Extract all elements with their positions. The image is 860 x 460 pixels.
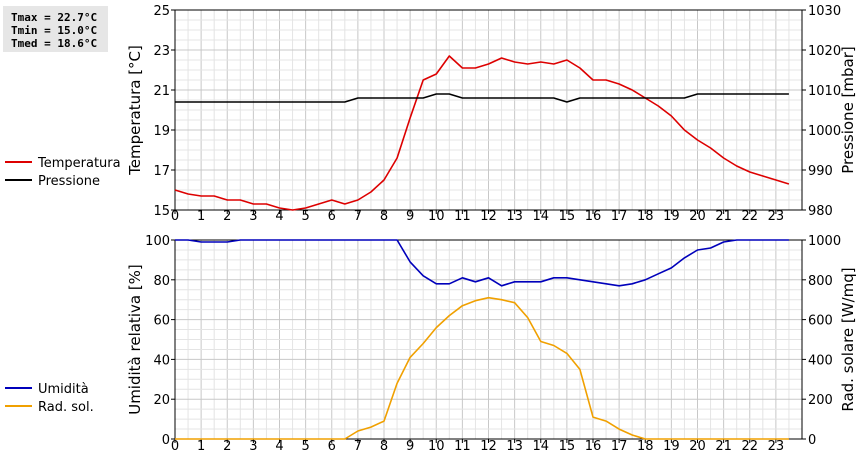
x-tick-label: 4 [275,439,283,454]
x-tick-label: 17 [611,209,628,224]
x-tick-label: 19 [663,439,680,454]
y-tick-label-left: 40 [153,353,170,368]
series-line-umidit [175,239,789,287]
x-tick-label: 16 [585,209,602,224]
y-tick-label-right: 990 [808,164,833,179]
x-tick-label: 19 [663,209,680,224]
y-tick-label-right: 1010 [808,84,841,99]
series-line-pressione [175,93,789,103]
x-tick-label: 7 [354,439,362,454]
x-tick-label: 16 [585,439,602,454]
y-tick-label-left: 19 [153,124,170,139]
tmed-label: Tmed = 18.6°C [11,37,98,50]
x-tick-label: 6 [328,439,336,454]
x-tick-label: 10 [428,439,445,454]
x-tick-label: 7 [354,209,362,224]
x-tick-label: 10 [428,209,445,224]
y-tick-label-right: 1020 [808,44,841,59]
x-tick-label: 20 [689,439,706,454]
x-tick-label: 5 [301,209,309,224]
x-tick-label: 8 [380,209,388,224]
x-tick-label: 1 [197,209,205,224]
y-axis-label-left: Temperatura [°C] [126,45,144,176]
x-tick-label: 1 [197,439,205,454]
y-tick-label-left: 100 [145,234,170,249]
y-tick-label-left: 21 [153,84,170,99]
legend-label-rad-sol: Rad. sol. [38,400,94,415]
legend-label-umidit: Umidità [38,382,89,397]
x-tick-label: 14 [532,439,549,454]
x-tick-label: 22 [741,439,758,454]
series-line-rad-sol [175,296,789,440]
y-axis-label-right: Pressione [mbar] [839,46,857,174]
x-tick-label: 11 [454,209,471,224]
y-tick-label-right: 980 [808,204,833,219]
y-axis-label-left: Umidità relativa [%] [126,264,144,415]
y-tick-label-right: 800 [808,274,833,289]
chart-panel-1: 0 1 2 3 4 5 6 7 8 9 10 11 12 13 14 15 16 17 18 19 20 21 22 2315… [5,4,857,224]
x-tick-label: 23 [768,209,785,224]
legend-label-pressione: Pressione [38,174,100,189]
tmax-label: Tmax = 22.7°C [11,11,98,24]
y-tick-label-left: 60 [153,314,170,329]
x-tick-label: 18 [637,439,654,454]
x-tick-label: 17 [611,439,628,454]
x-tick-label: 22 [741,209,758,224]
legend-label-temperatura: Temperatura [37,156,121,171]
y-tick-label-right: 1030 [808,4,841,19]
x-tick-label: 13 [506,439,523,454]
x-tick-label: 0 [171,209,179,224]
x-tick-label: 0 [171,439,179,454]
y-tick-label-left: 17 [153,164,170,179]
x-tick-label: 14 [532,209,549,224]
x-tick-label: 13 [506,209,523,224]
y-tick-label-right: 1000 [808,124,841,139]
y-tick-label-right: 600 [808,314,833,329]
x-tick-label: 12 [480,209,497,224]
x-tick-label: 18 [637,209,654,224]
x-tick-label: 12 [480,439,497,454]
x-tick-label: 8 [380,439,388,454]
x-tick-label: 15 [559,209,576,224]
y-tick-label-right: 1000 [808,234,841,249]
x-tick-label: 21 [715,439,732,454]
x-tick-label: 9 [406,439,414,454]
x-tick-label: 20 [689,209,706,224]
x-tick-label: 9 [406,209,414,224]
y-tick-label-left: 20 [153,393,170,408]
series-line-temperatura [174,55,790,211]
y-tick-label-left: 25 [153,4,170,19]
x-tick-label: 15 [559,439,576,454]
y-axis-label-right: Rad. solare [W/mq] [839,267,857,411]
x-tick-label: 2 [223,439,231,454]
y-tick-label-left: 23 [153,44,170,59]
x-tick-label: 23 [768,439,785,454]
x-tick-label: 3 [249,439,257,454]
x-tick-label: 21 [715,209,732,224]
stats-box: Tmax = 22.7°C Tmin = 15.0°C Tmed = 18.6°… [3,6,108,52]
tmin-label: Tmin = 15.0°C [11,24,98,37]
y-tick-label-right: 400 [808,353,833,368]
y-tick-label-right: 0 [808,433,816,448]
y-tick-label-left: 15 [153,204,170,219]
x-tick-label: 11 [454,439,471,454]
y-tick-label-right: 200 [808,393,833,408]
x-tick-label: 3 [249,209,257,224]
x-tick-label: 4 [275,209,283,224]
x-tick-label: 6 [328,209,336,224]
chart-panel-2: 0 1 2 3 4 5 6 7 8 9 10 11 12 13 14 15 16 17 18 19 20 21 22 2302… [5,234,857,454]
x-tick-label: 5 [301,439,309,454]
x-tick-label: 2 [223,209,231,224]
y-tick-label-left: 0 [162,433,170,448]
y-tick-label-left: 80 [153,274,170,289]
